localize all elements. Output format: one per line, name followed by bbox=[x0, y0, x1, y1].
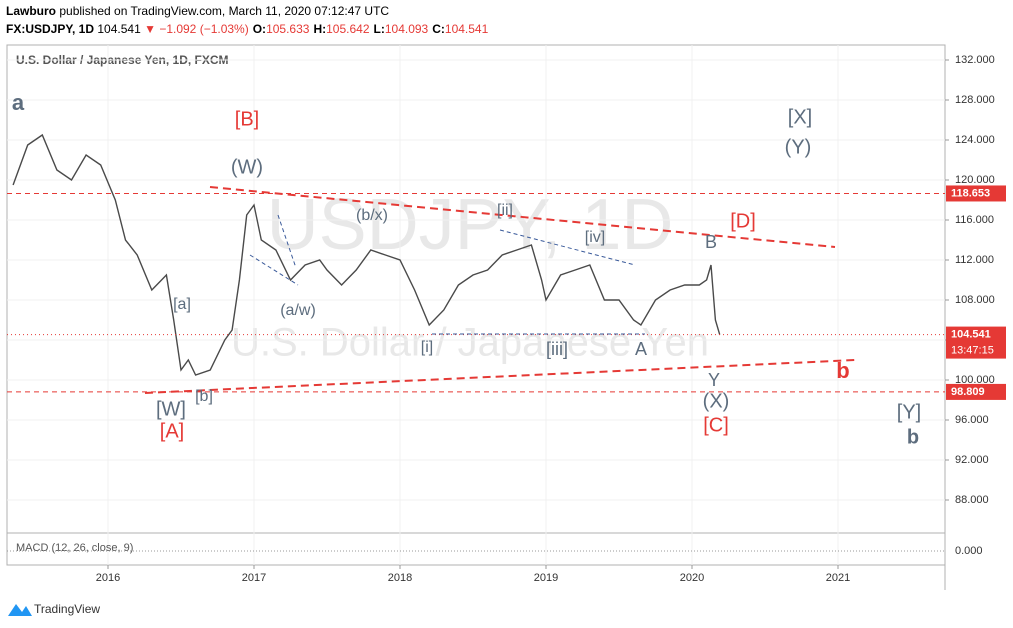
symbol: FX:USDJPY, 1D bbox=[6, 22, 94, 36]
ohlc: O:105.633 H:105.642 L:104.093 C:104.541 bbox=[253, 22, 489, 36]
published: published on TradingView.com, March 11, … bbox=[59, 4, 389, 18]
countdown: 13:47:15 bbox=[951, 344, 994, 356]
y-tick-label: 128.000 bbox=[955, 94, 995, 106]
logo bbox=[8, 604, 32, 616]
plot bbox=[7, 45, 945, 565]
ohlc-value: 105.642 bbox=[326, 22, 370, 36]
wave-label: [D] bbox=[730, 210, 756, 232]
wave-label: [b] bbox=[195, 388, 213, 405]
level-box bbox=[946, 185, 1006, 202]
wave-label: [C] bbox=[703, 414, 729, 436]
trendline bbox=[144, 359, 856, 394]
x-tick-label: 2017 bbox=[242, 572, 266, 584]
ohlc-label: C: bbox=[432, 22, 445, 36]
price-line bbox=[12, 133, 721, 376]
y-tick-label: 92.000 bbox=[955, 454, 989, 466]
y-tick-label: 120.000 bbox=[955, 174, 995, 186]
level-label: 98.809 bbox=[951, 386, 985, 398]
change: ▼ −1.092 (−1.03%) bbox=[144, 22, 249, 36]
wave-label: [Y] bbox=[897, 401, 921, 423]
wave-label: [iii] bbox=[546, 339, 568, 359]
wave-label: A bbox=[635, 339, 647, 359]
last-price-box bbox=[946, 326, 1006, 359]
macd-label: MACD (12, 26, close, 9) bbox=[16, 542, 133, 554]
wave-label: a bbox=[12, 90, 25, 115]
watermark-sub: U.S. Dollar / Japanese Yen bbox=[231, 321, 709, 365]
y-tick-label: 124.000 bbox=[955, 134, 995, 146]
y-tick-label: 96.000 bbox=[955, 414, 989, 426]
trendline bbox=[209, 186, 836, 248]
header-line1: Lawburo published on TradingView.com, Ma… bbox=[6, 4, 389, 18]
x-tick-label: 2021 bbox=[826, 572, 850, 584]
wave-label: [a] bbox=[173, 296, 191, 313]
x-tick-label: 2018 bbox=[388, 572, 412, 584]
wave-label: [ii] bbox=[497, 202, 513, 219]
wave-label: (X) bbox=[703, 390, 730, 412]
wave-label: [W] bbox=[156, 398, 186, 420]
x-tick-label: 2016 bbox=[96, 572, 120, 584]
wave-label: (a/w) bbox=[280, 302, 316, 319]
last: 104.541 bbox=[97, 22, 141, 36]
macd-tick-label: 0.000 bbox=[955, 545, 983, 557]
trendlines bbox=[144, 186, 856, 394]
y-tick-label: 116.000 bbox=[955, 214, 994, 226]
author: Lawburo bbox=[6, 4, 56, 18]
y-tick-label: 88.000 bbox=[955, 494, 989, 506]
y-tick-label: 100.000 bbox=[955, 374, 995, 386]
level-label: 118.653 bbox=[951, 187, 990, 199]
y-tick-label: 112.000 bbox=[955, 254, 994, 266]
y-tick-label: 132.000 bbox=[955, 54, 995, 66]
ohlc-label: O: bbox=[253, 22, 266, 36]
y-tick-label: 108.000 bbox=[955, 294, 995, 306]
last-price-label: 104.541 bbox=[951, 328, 991, 340]
ohlc-value: 104.541 bbox=[445, 22, 489, 36]
wave-label: b bbox=[907, 426, 919, 448]
wave-label: Y bbox=[708, 370, 720, 390]
wave-label: [iv] bbox=[585, 229, 605, 246]
ohlc-label: H: bbox=[313, 22, 326, 36]
wave-label: [X] bbox=[788, 106, 812, 128]
wave-label: [B] bbox=[235, 108, 259, 130]
ohlc-value: 105.633 bbox=[266, 22, 310, 36]
brand: TradingView bbox=[34, 602, 100, 616]
wave-label: (b/x) bbox=[356, 207, 388, 224]
wave-label: (W) bbox=[231, 156, 263, 178]
trendline bbox=[277, 214, 297, 269]
wave-label: b bbox=[836, 358, 849, 383]
wave-label: B bbox=[705, 232, 717, 252]
x-tick-label: 2019 bbox=[534, 572, 558, 584]
wave-label: [i] bbox=[421, 339, 433, 356]
wave-label: (Y) bbox=[785, 136, 812, 158]
wave-label: [A] bbox=[160, 420, 184, 442]
ohlc-value: 104.093 bbox=[385, 22, 429, 36]
trendline bbox=[249, 254, 299, 286]
level-box bbox=[946, 383, 1006, 400]
footer: TradingView bbox=[8, 602, 100, 616]
header-line2: FX:USDJPY, 1D 104.541 ▼ −1.092 (−1.03%) O… bbox=[6, 22, 489, 36]
ohlc-label: L: bbox=[374, 22, 385, 36]
x-tick-label: 2020 bbox=[680, 572, 704, 584]
trendline bbox=[499, 229, 636, 266]
